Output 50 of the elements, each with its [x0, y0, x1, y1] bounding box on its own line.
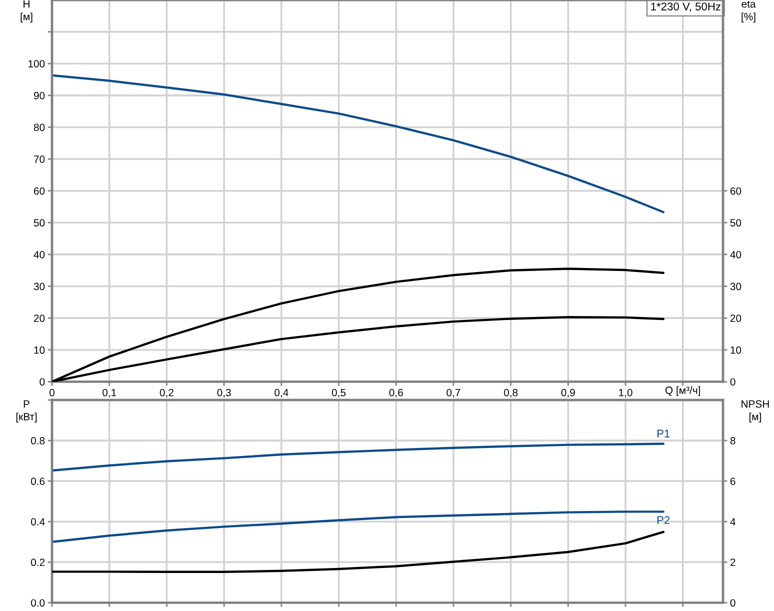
series-label: P2: [657, 516, 670, 524]
x-tick-label: 0,6: [389, 388, 403, 398]
line-series: [52, 74, 664, 214]
x-tick-label: 1,0: [619, 388, 632, 398]
y-tick-label: 40: [34, 250, 45, 258]
x-tick-label: 0,7: [446, 388, 460, 398]
y-tick-label: 70: [34, 156, 45, 163]
y-tick-label: 10: [34, 346, 45, 354]
x-tick-label: 0,8: [504, 388, 518, 398]
y-tick-label: 100: [28, 60, 45, 68]
y-tick-label: 90: [34, 92, 45, 100]
y2-tick-label: 8: [730, 437, 736, 444]
x-axis-title: Q [м³/ч]: [665, 386, 700, 396]
x-tick-label: 0,3: [217, 388, 231, 398]
x-tick-label: 0,2: [160, 388, 174, 398]
y-tick-label: 0.4: [30, 518, 45, 526]
y-axis-title: H [м]: [20, 0, 32, 22]
line-series: [52, 530, 664, 573]
y-tick-label: 50: [34, 219, 45, 227]
y-axis-title: P [кВт]: [16, 400, 37, 422]
y2-tick-label: 6: [730, 478, 736, 485]
y-tick-label: 0.8: [30, 437, 45, 444]
x-tick-label: 0: [50, 388, 54, 396]
y-tick-label: 80: [34, 124, 45, 132]
y2-tick-label: 40: [730, 250, 742, 258]
line-series: [52, 442, 664, 472]
y-tick-label: 0.6: [30, 478, 45, 485]
annotation: 1*230 V, 50Hz: [651, 2, 720, 12]
y2-axis-title: NPSH [м]: [742, 400, 769, 422]
y2-tick-label: 30: [730, 282, 742, 290]
y-tick-label: 30: [34, 282, 45, 290]
y2-tick-label: 4: [730, 518, 736, 526]
y2-axis-title: eta [%]: [742, 0, 756, 22]
series-label: P1: [657, 430, 670, 438]
y-tick-label: 0.2: [30, 558, 45, 566]
y2-tick-label: 20: [730, 314, 742, 322]
x-tick-label: 0,5: [332, 388, 346, 398]
x-tick-label: 0,1: [102, 388, 116, 398]
y2-tick-label: 60: [730, 187, 742, 195]
y2-tick-label: 10: [730, 346, 742, 354]
x-tick-label: 0,4: [274, 388, 288, 398]
y-tick-label: 0.0: [30, 599, 45, 607]
x-tick-label: 0,9: [561, 388, 575, 398]
y-tick-label: 20: [34, 314, 45, 322]
y2-tick-label: 50: [730, 219, 742, 227]
y2-tick-label: 0: [730, 599, 736, 607]
y-tick-label: 0: [40, 378, 45, 386]
y-tick-label: 60: [34, 187, 45, 195]
y2-tick-label: 0: [730, 378, 736, 386]
y2-tick-label: 2: [730, 558, 736, 566]
